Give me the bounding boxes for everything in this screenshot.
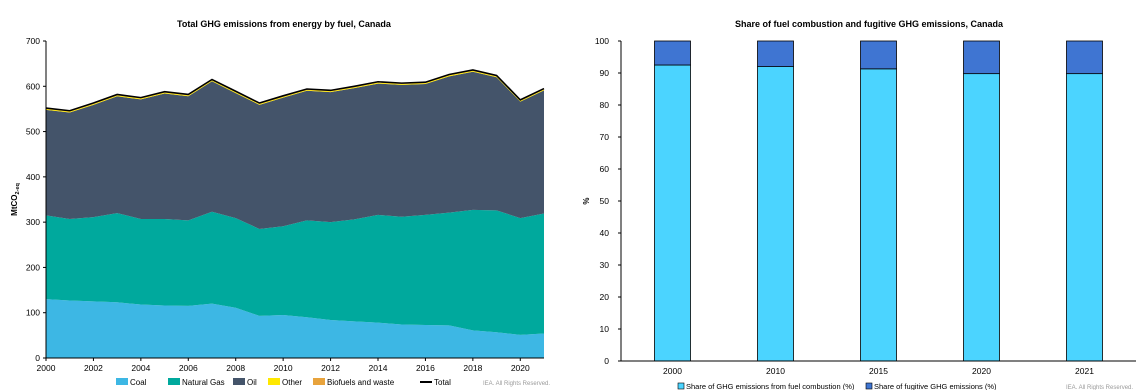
x-tick-label: 2012 [321,363,340,373]
y-tick-label: 600 [26,81,40,91]
credit: IEA. All Rights Reserved. [1066,385,1133,390]
y-axis-label-main: MtCO [10,194,19,215]
legend-label: Other [282,378,302,387]
y-tick-label: 50 [600,196,610,206]
y-tick-label: 60 [600,164,610,174]
legend-swatch [268,378,280,385]
y-tick-label: 0 [604,356,609,366]
x-tick-label: 2000 [663,366,682,376]
y-tick-label: 200 [26,262,40,272]
x-tick-label: 2020 [972,366,991,376]
y-tick-label: 90 [600,68,610,78]
x-tick-label: 2006 [179,363,198,373]
bar-fugitive [654,40,691,66]
y-tick-label: 100 [26,308,40,318]
chart-title: Share of fuel combustion and fugitive GH… [735,19,1004,29]
bar-fuel-combustion [757,66,794,362]
credit: IEA. All Rights Reserved. [483,381,550,387]
x-tick-label: 2016 [416,363,435,373]
y-tick-label: 70 [600,132,610,142]
x-tick-label: 2021 [1075,366,1094,376]
y-axis-label: MtCO2-eq [10,183,21,216]
legend-swatch [313,378,325,385]
y-tick-label: 40 [600,228,610,238]
area-series-oil [46,71,544,229]
legend-swatch [168,378,180,385]
y-tick-label: 100 [595,36,609,46]
bar-fugitive [860,40,897,70]
ghg-by-fuel-area-chart: Total GHG emissions from energy by fuel,… [10,19,550,387]
area-series-coal [46,299,544,358]
total-line [45,69,545,112]
y-tick-label: 80 [600,100,610,110]
y-axis-label-sub: 2-eq [15,183,21,194]
legend-label: Oil [247,378,257,387]
y-tick-label: 30 [600,260,610,270]
legend-label: Natural Gas [182,378,225,387]
legend-label: Share of fugitive GHG emissions (%) [874,382,997,390]
x-tick-label: 2010 [274,363,293,373]
x-tick-label: 2002 [84,363,103,373]
legend-label: Total [434,378,451,387]
x-tick-label: 2010 [766,366,785,376]
bar-fuel-combustion [860,68,897,362]
y-tick-label: 500 [26,127,40,137]
x-tick-label: 2008 [226,363,245,373]
y-tick-label: 0 [35,353,40,363]
legend-label: Biofuels and waste [327,378,395,387]
y-tick-label: 400 [26,172,40,182]
legend-label: Coal [130,378,147,387]
y-tick-label: 300 [26,217,40,227]
chart-title: Total GHG emissions from energy by fuel,… [177,19,392,29]
bar-fuel-combustion [963,73,1000,362]
bar-fuel-combustion [654,64,691,362]
y-axis-label: % [582,197,591,204]
x-tick-label: 2018 [463,363,482,373]
x-tick-label: 2014 [369,363,388,373]
area-series-natural-gas [46,209,544,335]
legend-swatch [116,378,128,385]
x-tick-label: 2000 [37,363,56,373]
y-tick-label: 10 [600,324,610,334]
x-tick-label: 2015 [869,366,888,376]
y-tick-label: 700 [26,36,40,46]
legend-label: Share of GHG emissions from fuel combust… [686,382,855,390]
bar-fugitive [757,40,794,68]
bar-fuel-combustion [1066,73,1103,362]
fuel-combustion-share-bar-chart: Share of fuel combustion and fugitive GH… [582,19,1136,390]
y-tick-label: 20 [600,292,610,302]
bar-fugitive [1066,40,1103,75]
legend-swatch [677,382,685,390]
x-tick-label: 2004 [131,363,150,373]
legend-swatch [233,378,245,385]
x-tick-label: 2020 [511,363,530,373]
bar-fugitive [963,40,1000,75]
legend-swatch [865,382,873,390]
